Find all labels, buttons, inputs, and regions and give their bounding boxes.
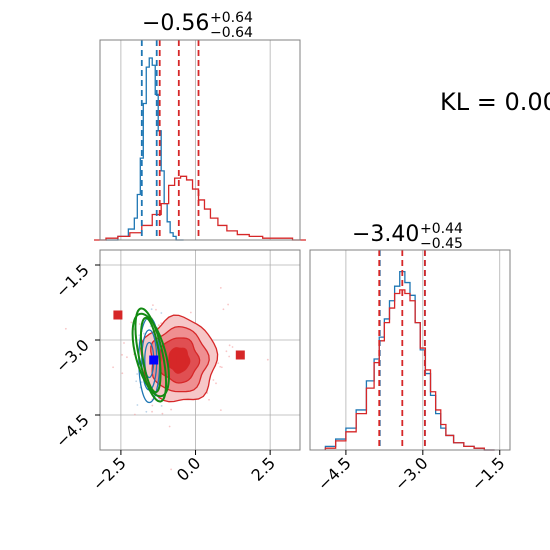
panel-x-title: −0.56 +0.64 −0.64: [142, 10, 253, 41]
scatter-point-red: [220, 366, 223, 369]
panel-x-title-value: −0.56: [142, 11, 209, 36]
hist-y-series-1: [324, 289, 495, 451]
ellipse-green-0: [134, 307, 168, 403]
scatter-point-red: [231, 346, 234, 348]
marker-red-1: [235, 350, 245, 360]
scatter-point-blue: [140, 381, 143, 384]
scatter-point-red: [225, 350, 228, 353]
joint-ytick-label-2: −4.5: [52, 410, 93, 451]
scatter-point-red: [219, 365, 222, 368]
ellipse-green-1: [139, 316, 162, 394]
panel-y-frame: [309, 249, 511, 451]
scatter-point-red: [212, 379, 215, 381]
scatter-point-red: [121, 372, 124, 375]
hist-x-series-1: [94, 175, 306, 241]
panel-x-frame: [99, 39, 301, 241]
scatter-point-blue: [160, 312, 163, 314]
marginal-y-xtick-label-0: −4.5: [314, 453, 355, 494]
joint-xtick-label-1: 0.0: [173, 453, 204, 484]
marker-red-0: [113, 310, 123, 320]
kl-label: KL = 0.00: [440, 88, 550, 116]
hist-x-series-0: [105, 57, 184, 241]
scatter-point-red: [138, 323, 141, 325]
scatter-point-red: [130, 321, 133, 324]
scatter-point-red: [157, 324, 160, 327]
joint-xtick-label-0: −2.5: [89, 453, 130, 494]
scatter-point-red: [215, 382, 217, 385]
scatter-point-red: [208, 398, 210, 401]
scatter-point-blue: [136, 373, 139, 375]
scatter-point-blue: [135, 380, 138, 383]
scatter-point-red: [126, 356, 128, 359]
joint-xtick-label-2: 2.5: [248, 453, 279, 484]
scatter-point-red: [170, 408, 173, 411]
panel-joint-frame: [99, 249, 301, 451]
scatter-point-red: [152, 304, 154, 307]
scatter-point-red: [222, 308, 225, 311]
scatter-point-red: [112, 366, 115, 369]
marker-blue-0: [149, 355, 159, 365]
scatter-point-red: [151, 410, 153, 413]
scatter-point-blue: [136, 404, 139, 406]
scatter-point-red: [227, 303, 229, 306]
marker-red-2: [176, 355, 186, 365]
scatter-point-red: [219, 286, 222, 289]
marginal-y-xtick-label-2: −1.5: [468, 453, 509, 494]
scatter-point-red: [151, 404, 154, 407]
joint-ytick-label-1: −3.0: [52, 335, 93, 376]
panel-joint: −2.5 0.0 2.5 −1.5 −3.0 −4.5: [52, 249, 301, 494]
scatter-point-red: [133, 413, 136, 416]
panel-marginal-y: −4.5 −3.0 −1.5: [309, 249, 511, 494]
scatter-point-blue: [150, 308, 153, 311]
scatter-point-red: [219, 409, 222, 412]
scatter-point-red: [189, 311, 192, 314]
scatter-point-red: [121, 353, 123, 356]
scatter-point-red: [160, 322, 162, 325]
scatter-point-red: [155, 308, 157, 311]
scatter-point-red: [170, 468, 173, 471]
panel-y-title-minus: −0.45: [420, 236, 463, 252]
scatter-point-blue: [138, 334, 141, 337]
marginal-y-xtick-label-1: −3.0: [391, 453, 432, 494]
panel-x-title-minus: −0.64: [210, 25, 253, 41]
scatter-point-red: [123, 342, 125, 344]
panel-y-title-value: −3.40: [352, 222, 419, 247]
joint-ytick-label-0: −1.5: [52, 260, 93, 301]
panel-marginal-x: [94, 39, 306, 241]
panel-y-title-plus: +0.44: [420, 221, 463, 237]
scatter-point-red: [217, 362, 220, 365]
panel-y-title: −3.40 +0.44 −0.45: [352, 221, 463, 252]
scatter-point-blue: [142, 332, 145, 335]
ellipse-green-2: [131, 312, 170, 398]
scatter-point-red: [161, 412, 164, 415]
scatter-point-red: [266, 358, 269, 361]
scatter-point-blue: [145, 410, 148, 413]
scatter-point-red: [228, 355, 231, 358]
scatter-point-red: [228, 344, 231, 347]
panel-x-title-plus: +0.64: [210, 10, 253, 26]
scatter-point-red: [168, 425, 171, 428]
scatter-point-blue: [160, 405, 163, 407]
scatter-point-red: [64, 327, 67, 330]
